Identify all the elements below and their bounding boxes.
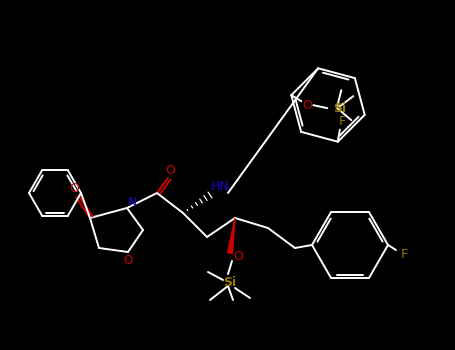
- Text: Si: Si: [333, 102, 346, 115]
- Text: Si: Si: [223, 275, 237, 288]
- Text: O: O: [69, 182, 79, 196]
- Text: HN: HN: [211, 181, 229, 194]
- Text: O: O: [303, 99, 312, 112]
- Text: O: O: [233, 250, 243, 262]
- Polygon shape: [228, 218, 235, 253]
- Text: O: O: [165, 164, 175, 177]
- Text: F: F: [338, 115, 345, 128]
- Text: O: O: [123, 254, 132, 267]
- Text: N: N: [127, 196, 136, 209]
- Text: F: F: [400, 248, 408, 261]
